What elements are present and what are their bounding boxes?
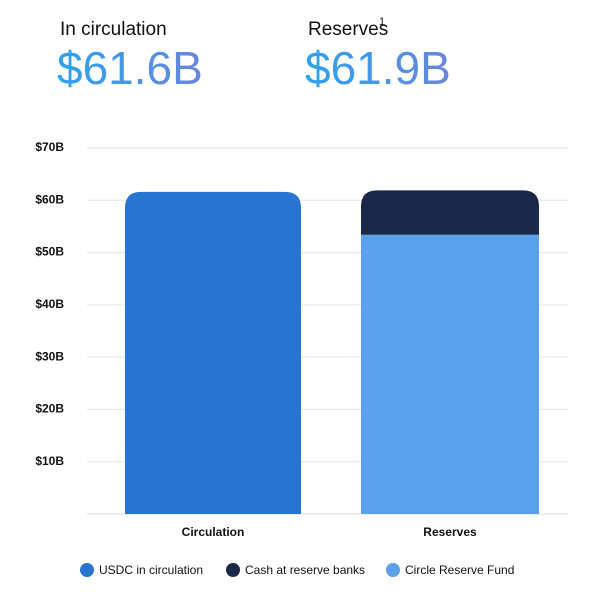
y-tick-label: $70B [35,140,64,154]
legend-label: Circle Reserve Fund [405,563,514,577]
legend-swatch [226,563,240,577]
legend-label: Cash at reserve banks [245,563,365,577]
y-tick-label: $40B [35,297,64,311]
legend-label: USDC in circulation [99,563,203,577]
stat-value: $61.6B [57,42,203,94]
y-tick-label: $60B [35,192,64,206]
y-tick-label: $30B [35,349,64,363]
x-tick-label: Reserves [423,525,477,539]
stat-label: Reserves [308,19,388,40]
y-tick-label: $20B [35,402,64,416]
legend-swatch [80,563,94,577]
bar-segment [125,191,301,515]
y-tick-label: $50B [35,245,64,259]
footnote-marker: 1 [379,16,385,28]
stat-label: In circulation [60,19,167,40]
legend-swatch [386,563,400,577]
x-tick-label: Circulation [182,525,245,539]
stat-value: $61.9B [305,42,451,94]
bar-segment [361,190,539,235]
bar-segment [361,234,539,514]
y-tick-label: $10B [35,454,64,468]
